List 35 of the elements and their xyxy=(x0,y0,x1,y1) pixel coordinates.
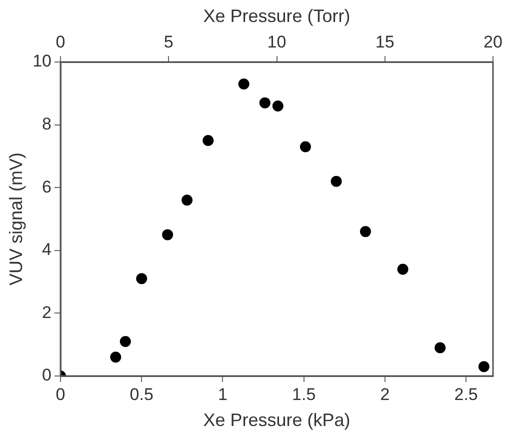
x-tick-label: 2.5 xyxy=(454,384,478,404)
x-axis-title: Xe Pressure (kPa) xyxy=(203,410,350,430)
y-tick-label: 10 xyxy=(32,52,52,71)
y-tick-label: 2 xyxy=(42,302,52,322)
y-axis-title: VUV signal (mV) xyxy=(6,152,26,286)
x2-tick-label: 15 xyxy=(375,32,394,52)
y-tick-label: 4 xyxy=(42,240,52,260)
x-tick-label: 1 xyxy=(218,384,228,404)
point xyxy=(110,352,122,363)
x-tick-label: 0.5 xyxy=(130,384,154,404)
point xyxy=(182,194,193,206)
y-tick-label: 6 xyxy=(42,177,52,196)
x2-tick-label: 10 xyxy=(267,32,286,52)
x2-tick-label: 5 xyxy=(164,32,174,52)
point xyxy=(272,100,284,112)
point xyxy=(478,361,490,372)
point xyxy=(238,78,250,90)
x2-tick-label: 20 xyxy=(484,32,502,52)
y-tick-label: 0 xyxy=(42,366,52,385)
x2-tick-label: 0 xyxy=(56,32,66,52)
x-tick-label: 1.5 xyxy=(292,384,316,404)
point xyxy=(120,336,131,347)
point xyxy=(202,135,214,146)
point xyxy=(300,141,311,152)
point xyxy=(259,97,270,108)
point xyxy=(397,264,408,275)
x2-axis-title: Xe Pressure (Torr) xyxy=(203,6,350,26)
point xyxy=(360,226,371,238)
point xyxy=(162,229,174,240)
point xyxy=(434,342,446,354)
x-tick-label: 0 xyxy=(56,384,66,404)
point xyxy=(136,273,148,284)
y-tick-label: 8 xyxy=(42,114,52,134)
point xyxy=(330,176,342,187)
x-tick-label: 2 xyxy=(380,384,390,404)
